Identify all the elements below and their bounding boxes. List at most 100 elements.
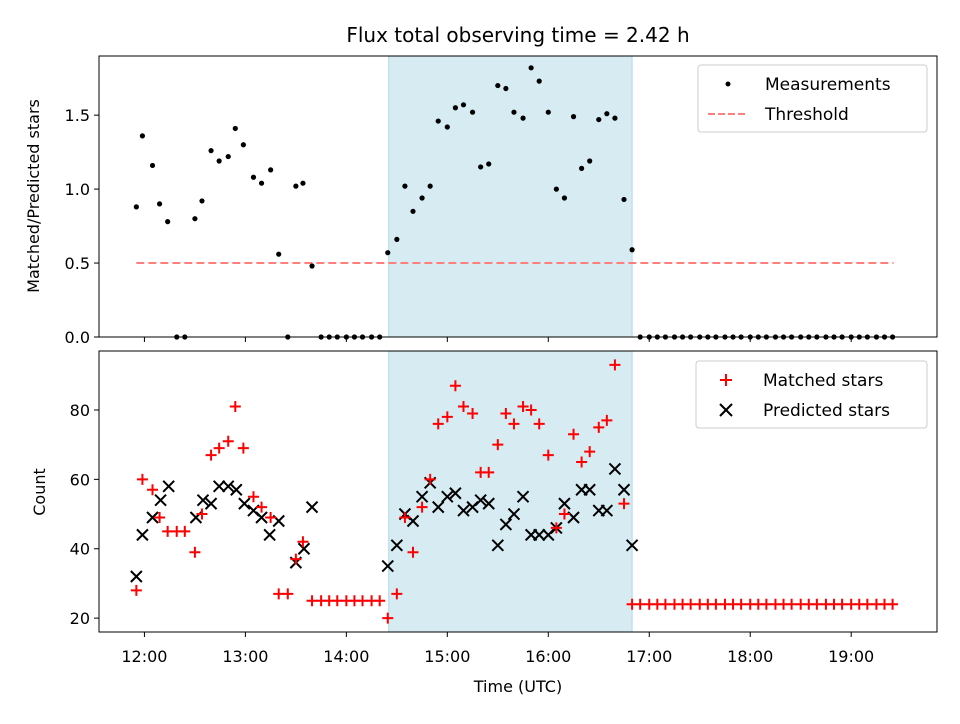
legend-predicted-label: Predicted stars — [763, 401, 890, 421]
predicted-point-10 — [230, 483, 243, 496]
matched-point-13 — [237, 442, 249, 454]
matched-point-40 — [467, 407, 479, 419]
matched-point-43 — [492, 439, 504, 451]
matched-point-32 — [399, 512, 411, 524]
xtick-label-7: 19:00 — [828, 647, 874, 666]
measurement-point-14 — [250, 174, 257, 180]
matched-point-31 — [391, 588, 403, 600]
legend-measurements-label: Measurements — [765, 75, 891, 95]
matched-point-54 — [584, 446, 596, 458]
matched-point-6 — [179, 525, 191, 537]
measurement-point-4 — [165, 219, 171, 225]
predicted-point-47 — [617, 483, 631, 496]
matched-point-50 — [550, 522, 562, 534]
matched-point-39 — [457, 401, 469, 413]
xtick-label-6: 18:00 — [727, 647, 773, 666]
measurement-point-16 — [268, 167, 274, 173]
measurement-point-32 — [402, 183, 408, 189]
predicted-point-18 — [305, 500, 319, 514]
matched-point-49 — [542, 449, 554, 461]
bottom-y-ticks: 20 40 60 80 — [70, 401, 99, 628]
measurement-point-52 — [570, 114, 577, 120]
matched-point-36 — [432, 418, 444, 430]
measurement-point-10 — [216, 158, 222, 164]
top-panel: 0.0 0.5 1.0 1.5 Matched/Predicted stars Mea… — [24, 55, 938, 347]
measurement-point-57 — [612, 115, 618, 121]
top-ytick-label-2: 1.0 — [65, 180, 90, 199]
bottom-ytick-label-1: 40 — [70, 540, 90, 559]
predicted-point-34 — [507, 507, 521, 521]
measurement-point-34 — [419, 195, 425, 201]
measurement-point-30 — [385, 250, 391, 256]
predicted-point-6 — [196, 493, 210, 507]
legend-predicted-marker — [719, 403, 733, 417]
matched-point-33 — [407, 546, 419, 558]
predicted-point-17 — [297, 542, 311, 555]
matched-point-20 — [297, 536, 309, 548]
matched-point-52 — [568, 428, 580, 440]
matched-point-58 — [618, 498, 630, 510]
predicted-point-37 — [532, 528, 546, 542]
bottom-ytick-label-0: 20 — [70, 609, 90, 628]
bottom-axes-frame — [98, 350, 938, 633]
legend-measurements-marker — [725, 81, 731, 87]
matched-point-53 — [576, 456, 588, 468]
bottom-highlight-span — [388, 350, 633, 633]
measurement-point-49 — [545, 109, 551, 115]
measurement-point-33 — [410, 208, 416, 214]
top-legend: Measurements Threshold — [697, 64, 928, 133]
predicted-point-30 — [474, 493, 487, 507]
matched-point-9 — [205, 449, 217, 461]
matched-point-3 — [154, 512, 166, 524]
top-y-ticks: 0.0 0.5 1.0 1.5 — [65, 106, 99, 347]
xtick-label-1: 13:00 — [222, 647, 268, 666]
measurement-point-35 — [427, 183, 433, 189]
predicted-point-35 — [516, 490, 530, 503]
matched-point-51 — [558, 508, 570, 520]
xtick-label-4: 16:00 — [525, 647, 571, 666]
matched-point-37 — [441, 411, 453, 423]
measurement-point-46 — [520, 115, 526, 121]
legend-matched-label: Matched stars — [763, 371, 883, 391]
measurement-point-45 — [511, 109, 517, 115]
measurement-point-9 — [208, 148, 214, 154]
measurement-point-21 — [309, 263, 315, 269]
legend-matched-marker — [720, 374, 732, 386]
measurement-point-53 — [579, 165, 585, 171]
predicted-point-0 — [130, 570, 143, 583]
predicted-point-46 — [608, 462, 622, 476]
measurement-point-0 — [133, 204, 139, 210]
matched-point-44 — [500, 407, 512, 419]
predicted-point-19 — [381, 559, 394, 573]
bottom-y-axis-label: Count — [30, 468, 49, 516]
top-y-axis-label: Matched/Predicted stars — [24, 99, 43, 293]
measurement-point-40 — [469, 109, 476, 115]
legend-threshold-label: Threshold — [764, 105, 849, 125]
bottom-legend-box — [695, 360, 928, 429]
matched-point-8 — [196, 508, 208, 520]
matched-point-18 — [282, 588, 294, 600]
matched-point-38 — [449, 380, 461, 392]
predicted-point-8 — [212, 480, 226, 493]
measurement-point-11 — [225, 153, 231, 160]
predicted-point-43 — [583, 483, 596, 496]
measurement-point-36 — [435, 118, 441, 124]
predicted-point-40 — [558, 497, 571, 510]
matched-point-19 — [290, 553, 302, 565]
matched-point-10 — [213, 442, 225, 454]
predicted-point-32 — [491, 539, 505, 552]
predicted-point-11 — [238, 497, 251, 510]
predicted-point-26 — [441, 490, 454, 503]
measurement-point-20 — [300, 180, 306, 186]
measurement-point-42 — [486, 161, 492, 167]
measurement-point-44 — [503, 85, 509, 92]
measurement-point-48 — [536, 78, 542, 84]
measurement-point-43 — [495, 82, 501, 89]
measurement-point-1 — [139, 133, 146, 139]
predicted-point-20 — [390, 539, 404, 552]
predicted-point-27 — [449, 487, 462, 500]
predicted-point-31 — [482, 497, 495, 510]
measurement-point-31 — [394, 236, 400, 242]
measurement-point-2 — [149, 162, 156, 169]
